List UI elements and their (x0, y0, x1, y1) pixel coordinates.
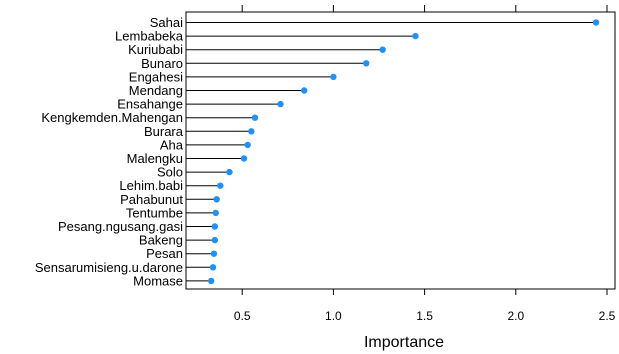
category-label: Tentumbe (126, 205, 183, 220)
data-point (363, 60, 370, 67)
category-label: Pesang.ngusang.gasi (58, 219, 183, 234)
category-label: Engahesi (129, 69, 183, 84)
category-label: Malengku (127, 151, 183, 166)
category-label: Solo (157, 165, 183, 180)
category-label: Bunaro (141, 56, 183, 71)
x-tick-label: 2.5 (599, 309, 616, 323)
data-point (251, 114, 259, 121)
category-label: Bakeng (139, 233, 183, 248)
category-label: Lehim.babi (119, 178, 183, 193)
category-label: Kuriubabi (128, 42, 183, 57)
x-tick-label: 0.5 (234, 309, 251, 323)
data-point (226, 168, 233, 176)
data-point (379, 46, 386, 53)
data-point (301, 87, 308, 94)
x-tick-label: 2.0 (507, 309, 524, 323)
category-label: Momase (133, 273, 183, 288)
data-point (213, 196, 220, 203)
category-label: Aha (160, 137, 184, 152)
category-label: Kengkemden.Mahengan (41, 110, 183, 125)
stems-layer (186, 22, 597, 282)
category-label: Pesan (146, 246, 183, 261)
category-label: Sensarumisieng.u.darone (35, 260, 183, 275)
plot-frame (185, 11, 616, 290)
category-label: Lembabeka (115, 29, 184, 44)
data-point (207, 277, 215, 285)
data-point (211, 236, 219, 244)
data-point (330, 73, 337, 81)
category-label: Pahabunut (120, 192, 183, 207)
data-point (210, 250, 218, 257)
data-point (412, 32, 419, 40)
x-tick-label: 1.5 (416, 309, 433, 323)
data-point (240, 155, 248, 162)
data-point (592, 19, 600, 26)
data-point (248, 128, 255, 135)
category-label: Sahai (150, 15, 183, 30)
x-axis-ticks: 0.5 1.0 1.5 2.0 2.5 (234, 5, 616, 323)
data-point (244, 141, 251, 149)
category-label: Burara (144, 124, 184, 139)
x-tick-label: 1.0 (325, 309, 342, 323)
data-point (209, 264, 217, 271)
data-point (212, 209, 219, 217)
category-label: Ensahange (117, 97, 183, 112)
data-point (277, 100, 284, 108)
category-labels: SahaiLembabekaKuriubabiBunaroEngahesiMen… (35, 15, 184, 288)
x-axis-title: Importance (364, 334, 444, 351)
category-label: Mendang (129, 83, 183, 98)
points-layer (207, 19, 600, 285)
data-point (217, 182, 224, 189)
data-point (211, 223, 219, 230)
